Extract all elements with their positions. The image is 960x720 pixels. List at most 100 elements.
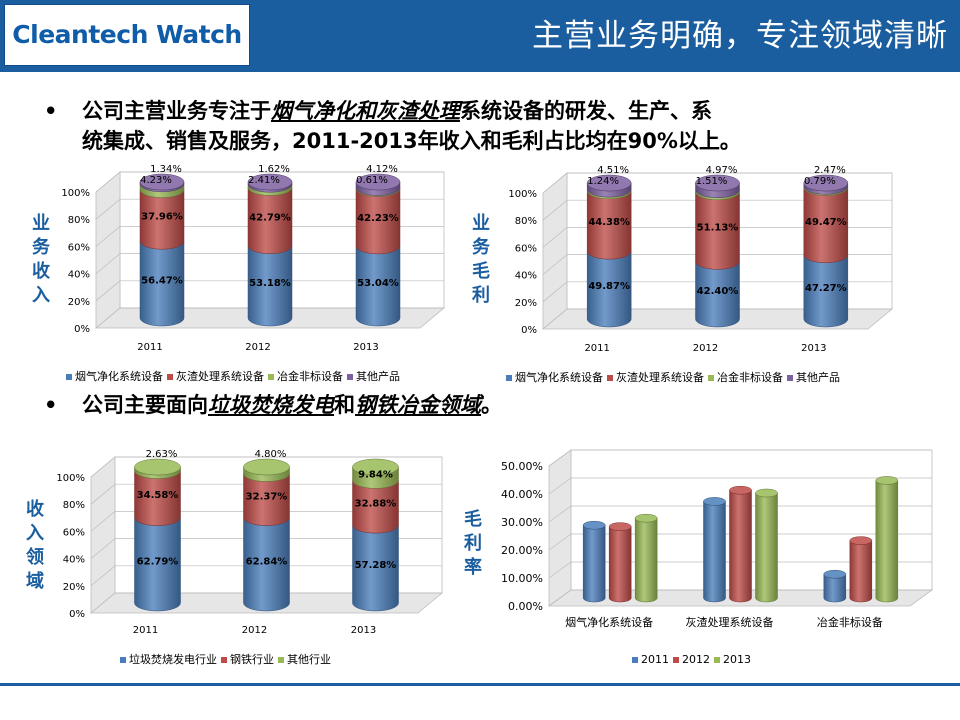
data-label: 57.28%: [355, 560, 397, 571]
bar: [875, 480, 899, 603]
bullet2-suffix: 。: [481, 393, 502, 417]
gridline: [548, 477, 932, 495]
bar-top-cap: [352, 458, 399, 476]
legend-item: 垃圾焚烧发电行业: [120, 651, 217, 667]
x-category-label: 2012: [693, 343, 718, 354]
bar-top-cap: [243, 458, 290, 476]
bar-top-cap: [608, 522, 632, 531]
gridline: [90, 511, 442, 532]
x-category-label: 烟气净化系统设备: [565, 615, 653, 629]
data-label: 62.79%: [137, 556, 179, 567]
gridline: [90, 565, 442, 587]
legend-item: 冶金非标设备: [268, 368, 343, 384]
side-label-business-profit: 业务毛利: [472, 213, 490, 306]
bar: [849, 540, 873, 603]
data-label: 32.37%: [246, 492, 288, 503]
legend-item: 2013: [714, 653, 751, 666]
legend-label: 2013: [723, 653, 751, 666]
y-tick-label: 0%: [74, 324, 90, 335]
bar-top-cap: [139, 173, 185, 191]
legend-swatch: [632, 657, 638, 663]
gridline: [95, 171, 444, 193]
legend-label: 2011: [641, 653, 669, 666]
bar-top-cap: [755, 488, 778, 498]
legend-swatch: [787, 375, 793, 381]
gridline: [90, 538, 442, 559]
bullet-main-business: • 公司主营业务专注于烟气净化和灰渣处理系统设备的研发、生产、系 统集成、销售及…: [44, 96, 944, 158]
legend-label: 垃圾焚烧发电行业: [129, 653, 217, 666]
data-label: 42.79%: [249, 213, 291, 224]
bullet-dot: •: [44, 99, 58, 123]
bullet1-suffix: 系统设备的研发、生产、系: [460, 99, 712, 123]
legend-label: 冶金非标设备: [717, 371, 783, 384]
y-tick-label: 40%: [68, 270, 90, 281]
gridline: [542, 254, 892, 275]
data-label: 51.13%: [697, 223, 739, 234]
chart-side-wall: [95, 171, 121, 329]
legend-label: 其他产品: [356, 370, 400, 383]
gridline: [90, 592, 442, 614]
data-label: 4.80%: [255, 449, 287, 460]
bar: [729, 490, 752, 603]
gridline: [548, 505, 932, 523]
chart-side-wall: [542, 172, 568, 330]
x-category-label: 2012: [242, 625, 267, 636]
footer-rule: [0, 683, 960, 686]
side-label-gross-margin: 毛利率: [464, 509, 482, 578]
data-label: 2.41%: [248, 175, 280, 186]
y-tick-label: 100%: [56, 473, 85, 484]
gridline: [548, 449, 932, 467]
legend-item: 其他产品: [787, 369, 840, 385]
x-category-label: 2013: [351, 625, 376, 636]
legend-item: 钢铁行业: [221, 651, 274, 667]
y-tick-label: 0.00%: [508, 600, 543, 613]
data-label: 42.40%: [697, 286, 739, 297]
data-label: 62.84%: [246, 556, 288, 567]
bar-top-cap: [695, 174, 740, 192]
legend-item: 烟气净化系统设备: [506, 369, 603, 385]
legend-label: 灰渣处理系统设备: [176, 370, 264, 383]
bullet-dot: •: [44, 393, 58, 417]
bullet2-emphasis-waste: 垃圾焚烧发电: [208, 393, 334, 417]
data-label: 4.23%: [140, 175, 172, 186]
gridline: [95, 198, 444, 220]
gridline: [90, 483, 442, 505]
bullet1-emphasis: 烟气净化和灰渣处理: [271, 99, 460, 123]
legend-item: 冶金非标设备: [708, 369, 783, 385]
header-bar: Cleantech Watch 主营业务明确，专注领域清晰: [0, 0, 960, 72]
gridline: [95, 280, 444, 302]
legend-swatch: [221, 657, 227, 663]
data-label: 56.47%: [141, 276, 183, 287]
gridline: [95, 226, 444, 247]
legend-swatch: [607, 375, 613, 381]
data-label: 4.51%: [597, 165, 629, 176]
x-category-label: 2012: [245, 342, 270, 353]
chart-side-wall: [90, 456, 116, 614]
bullet2-emphasis-steel: 钢铁冶金领域: [355, 393, 481, 417]
gridline: [542, 308, 892, 330]
legend-gross-margin: 2011 2012 2013: [632, 653, 755, 666]
data-label: 1.24%: [587, 176, 619, 187]
legend-label: 其他行业: [287, 653, 331, 666]
legend-swatch: [347, 374, 353, 380]
legend-swatch: [167, 374, 173, 380]
bar-top-cap: [823, 569, 847, 579]
bar: [582, 525, 606, 603]
y-tick-label: 100%: [61, 188, 90, 199]
x-category-label: 2011: [133, 625, 158, 636]
legend-item: 灰渣处理系统设备: [167, 368, 264, 384]
bullet-target-fields: • 公司主要面向垃圾焚烧发电和钢铁冶金领域。: [44, 390, 744, 422]
legend-swatch: [120, 657, 126, 663]
data-label: 44.38%: [588, 217, 630, 228]
y-tick-label: 0%: [69, 609, 85, 620]
bar-top-cap: [634, 513, 658, 523]
legend-item: 2011: [632, 653, 669, 666]
data-label: 4.97%: [706, 165, 738, 176]
data-label: 2.63%: [146, 449, 178, 460]
bar-top-cap: [729, 485, 752, 495]
side-label-field-revenue: 收入领域: [26, 499, 44, 592]
gridline: [548, 561, 932, 579]
bar-top-cap: [849, 536, 873, 545]
data-label: 32.88%: [355, 499, 397, 510]
bar-top-cap: [703, 497, 726, 506]
